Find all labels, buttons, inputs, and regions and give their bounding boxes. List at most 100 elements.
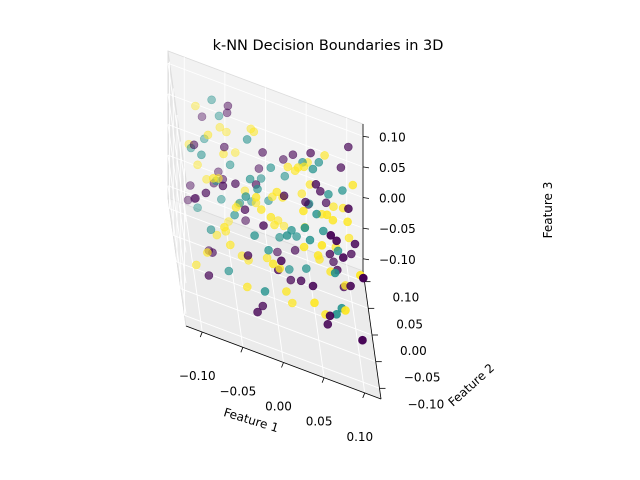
data-point-class-2 <box>193 160 202 170</box>
data-point-class-2 <box>297 189 307 198</box>
x-tick-label: −0.05 <box>220 384 257 398</box>
data-point-class-2 <box>215 123 225 132</box>
data-point-class-0 <box>329 257 338 267</box>
data-point-class-2 <box>231 148 240 157</box>
data-point-class-1 <box>305 235 315 245</box>
y-tick-label: −0.10 <box>408 397 445 411</box>
data-point-class-0 <box>321 198 331 208</box>
data-point-class-0 <box>197 112 207 121</box>
data-point-class-0 <box>323 319 333 329</box>
data-point-class-0 <box>325 311 335 321</box>
data-point-class-1 <box>292 232 301 241</box>
data-point-class-1 <box>230 210 239 220</box>
data-point-class-0 <box>332 236 341 246</box>
z-tick-mark <box>362 258 370 261</box>
data-point-class-0 <box>336 163 346 172</box>
data-point-class-1 <box>245 174 255 184</box>
data-point-class-0 <box>220 142 229 152</box>
data-point-class-2 <box>262 253 272 263</box>
data-point-class-0 <box>183 195 193 205</box>
data-point-class-1 <box>282 231 292 240</box>
data-point-class-2 <box>317 241 327 250</box>
data-point-class-2 <box>256 205 266 214</box>
data-point-class-1 <box>333 246 343 256</box>
data-point-class-1 <box>206 225 216 234</box>
data-point-class-0 <box>288 150 298 159</box>
data-point-class-1 <box>224 266 234 276</box>
data-point-class-0 <box>296 276 306 286</box>
z-tick-mark <box>362 166 370 169</box>
data-point-class-2 <box>226 240 235 250</box>
data-point-class-2 <box>203 130 213 140</box>
grid-y-floor <box>180 288 376 363</box>
data-point-class-1 <box>301 264 311 273</box>
data-point-class-2 <box>343 217 352 227</box>
y-tick-label: −0.05 <box>404 371 441 385</box>
data-point-class-1 <box>207 95 216 105</box>
grid-y-floor <box>184 314 380 389</box>
data-point-class-0 <box>258 148 267 157</box>
data-point-class-0 <box>346 281 355 291</box>
data-point-class-1 <box>260 287 270 296</box>
x-tick-label: −0.10 <box>179 369 216 383</box>
data-point-class-1 <box>197 150 206 160</box>
data-point-class-1 <box>284 265 294 274</box>
z-tick-mark <box>362 227 370 230</box>
data-point-class-1 <box>264 245 273 255</box>
y-tick-label: 0.05 <box>396 317 423 331</box>
data-point-class-1 <box>241 192 251 201</box>
data-point-class-2 <box>329 202 338 211</box>
data-point-class-1 <box>338 186 347 195</box>
z-tick-label: 0.05 <box>379 161 406 175</box>
data-point-class-0 <box>311 180 321 189</box>
data-point-class-2 <box>344 233 354 243</box>
data-point-class-0 <box>243 251 253 260</box>
data-point-class-0 <box>223 101 233 111</box>
data-point-class-1 <box>330 268 340 278</box>
data-point-class-0 <box>218 181 228 191</box>
data-point-class-1 <box>217 195 226 204</box>
grid-z-side <box>167 124 187 253</box>
data-point-class-1 <box>225 160 235 170</box>
y-axis-ticks: −0.10 −0.05 0.00 0.05 0.10 <box>364 281 445 411</box>
data-point-class-2 <box>287 298 297 308</box>
data-point-class-1 <box>242 135 252 144</box>
grid-z-side <box>167 93 187 222</box>
data-point-class-2 <box>243 282 252 292</box>
data-point-class-2 <box>266 212 276 222</box>
x-tick-mark <box>321 377 325 383</box>
data-point-class-0 <box>306 148 315 158</box>
data-point-class-2 <box>279 221 289 231</box>
data-point-class-2 <box>299 206 308 216</box>
z-tick-mark <box>362 135 370 138</box>
data-point-class-2 <box>231 203 241 212</box>
data-point-class-2 <box>313 251 323 260</box>
data-point-class-1 <box>266 163 276 172</box>
data-point-class-2 <box>268 259 278 269</box>
z-tick-mark <box>362 197 370 199</box>
grid-z-side <box>167 155 187 284</box>
data-point-class-0 <box>315 187 325 196</box>
data-point-class-2 <box>220 222 229 232</box>
data-point-class-1 <box>250 231 259 240</box>
data-point-class-2 <box>275 264 285 273</box>
data-point-class-0 <box>254 164 264 173</box>
data-point-class-0 <box>276 256 286 266</box>
data-point-class-2 <box>348 180 358 190</box>
grid-z-side <box>167 63 187 192</box>
data-point-class-2 <box>270 220 279 230</box>
y-tick-label: 0.00 <box>400 344 427 358</box>
data-point-class-0 <box>358 335 367 345</box>
data-point-class-0 <box>241 216 250 225</box>
data-point-class-1 <box>214 111 224 121</box>
data-point-class-0 <box>343 142 353 152</box>
grid-z-side <box>167 185 187 314</box>
z-tick-label: 0.00 <box>379 192 406 206</box>
data-point-class-1 <box>280 171 290 181</box>
z-tick-label: −0.05 <box>379 222 416 236</box>
x-tick-label: 0.00 <box>265 400 292 414</box>
data-point-class-0 <box>286 275 296 285</box>
grid-z-back <box>167 124 364 198</box>
z-tick-label: 0.10 <box>379 130 406 144</box>
